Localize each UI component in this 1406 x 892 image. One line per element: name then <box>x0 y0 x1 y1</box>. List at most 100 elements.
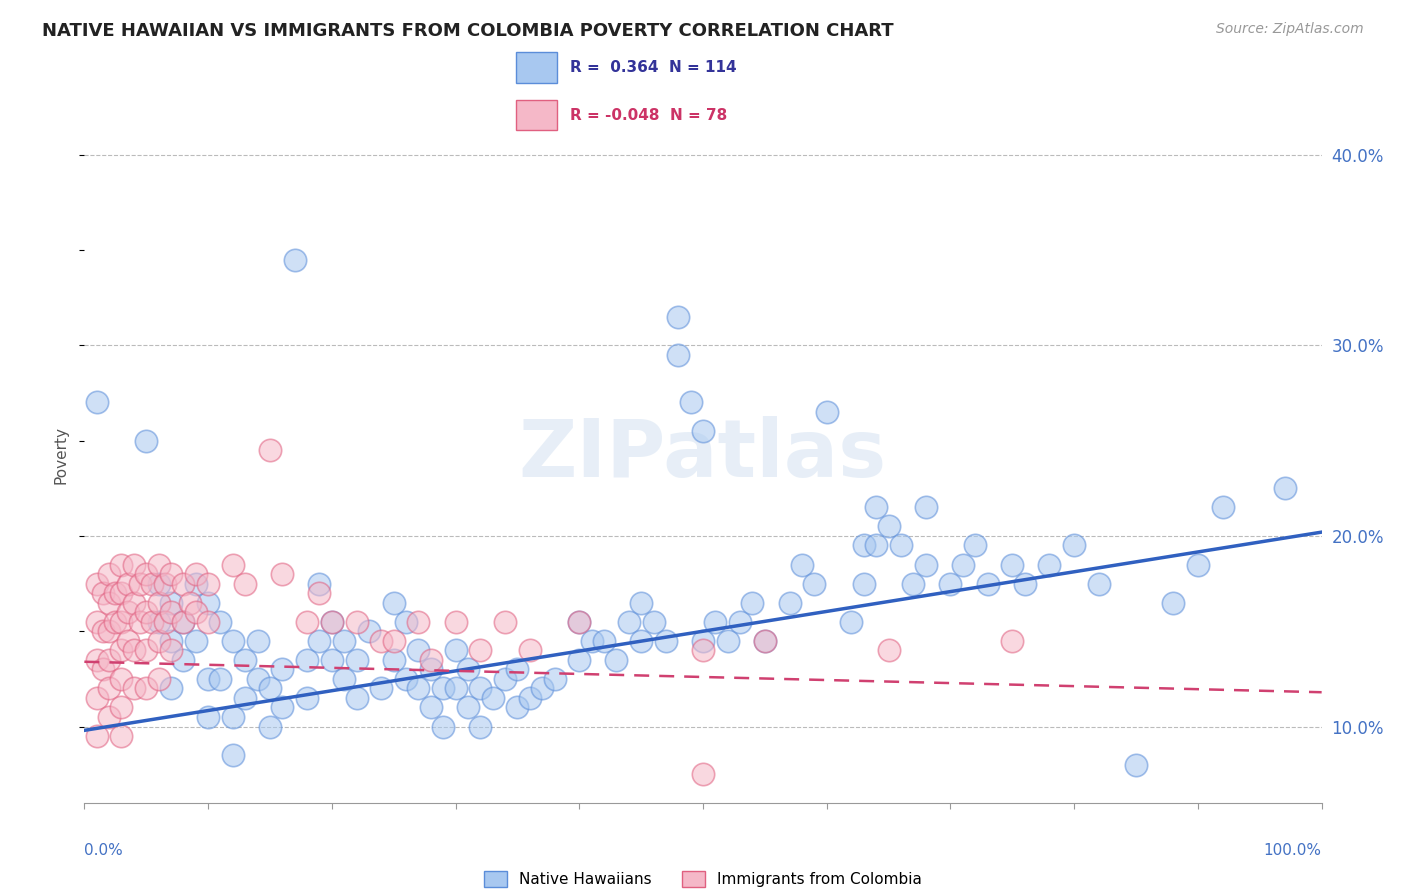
Point <box>321 615 343 629</box>
Point <box>197 710 219 724</box>
Point <box>395 672 418 686</box>
Point <box>148 596 170 610</box>
Point <box>129 576 152 591</box>
Point <box>692 767 714 781</box>
Point <box>395 615 418 629</box>
Point <box>129 615 152 629</box>
Point <box>172 615 194 629</box>
Point <box>104 615 127 629</box>
Point <box>1001 633 1024 648</box>
Point <box>135 605 157 619</box>
Point <box>865 500 887 515</box>
Point <box>246 672 269 686</box>
Point <box>98 567 121 582</box>
Legend: Native Hawaiians, Immigrants from Colombia: Native Hawaiians, Immigrants from Colomb… <box>478 865 928 892</box>
Point <box>1161 596 1184 610</box>
Point <box>222 748 245 763</box>
Point <box>91 586 114 600</box>
Point <box>160 605 183 619</box>
Point <box>197 576 219 591</box>
Point <box>470 720 492 734</box>
Point <box>110 558 132 572</box>
Point <box>86 690 108 705</box>
Point <box>110 643 132 657</box>
Point <box>122 643 145 657</box>
Point <box>568 615 591 629</box>
Point <box>568 653 591 667</box>
Point <box>271 567 294 582</box>
Point <box>110 700 132 714</box>
Point <box>692 633 714 648</box>
Point <box>865 539 887 553</box>
Point <box>382 596 405 610</box>
Point <box>135 681 157 696</box>
Point <box>494 615 516 629</box>
Point <box>233 653 256 667</box>
Point <box>148 672 170 686</box>
Point <box>692 424 714 438</box>
Point <box>643 615 665 629</box>
Point <box>1063 539 1085 553</box>
Point <box>197 615 219 629</box>
Point <box>117 605 139 619</box>
Point <box>666 348 689 362</box>
Point <box>704 615 727 629</box>
Point <box>1212 500 1234 515</box>
Text: R =  0.364  N = 114: R = 0.364 N = 114 <box>571 61 737 75</box>
Point <box>432 720 454 734</box>
Point <box>91 624 114 639</box>
Point <box>197 672 219 686</box>
Point <box>543 672 565 686</box>
Point <box>914 558 936 572</box>
Point <box>754 633 776 648</box>
Text: 0.0%: 0.0% <box>84 843 124 858</box>
Point <box>110 586 132 600</box>
Point <box>346 690 368 705</box>
Point <box>630 633 652 648</box>
Point <box>259 720 281 734</box>
Point <box>110 729 132 743</box>
Point <box>1274 481 1296 495</box>
Point <box>741 596 763 610</box>
Point <box>153 576 176 591</box>
Point <box>481 690 503 705</box>
Point <box>617 615 640 629</box>
Point <box>877 643 900 657</box>
Y-axis label: Poverty: Poverty <box>53 425 69 484</box>
Point <box>519 690 541 705</box>
Point <box>271 700 294 714</box>
Point <box>98 596 121 610</box>
Point <box>939 576 962 591</box>
Point <box>184 633 207 648</box>
Point <box>222 558 245 572</box>
Point <box>86 729 108 743</box>
Point <box>655 633 678 648</box>
Point <box>222 633 245 648</box>
Point <box>1187 558 1209 572</box>
Point <box>172 653 194 667</box>
Point <box>419 700 441 714</box>
Point <box>432 681 454 696</box>
Point <box>308 576 330 591</box>
Point <box>295 615 318 629</box>
Point <box>444 615 467 629</box>
Point <box>135 567 157 582</box>
Point <box>728 615 751 629</box>
Point <box>444 643 467 657</box>
Point <box>890 539 912 553</box>
Point <box>222 710 245 724</box>
Text: ZIPatlas: ZIPatlas <box>519 416 887 494</box>
Point <box>209 672 232 686</box>
Point <box>135 643 157 657</box>
Point <box>815 405 838 419</box>
Point <box>346 653 368 667</box>
Point <box>246 633 269 648</box>
Point <box>965 539 987 553</box>
Point <box>470 681 492 696</box>
Point <box>135 434 157 448</box>
Point <box>408 615 430 629</box>
Point <box>666 310 689 324</box>
Point <box>233 690 256 705</box>
Point <box>457 662 479 676</box>
Point <box>148 633 170 648</box>
